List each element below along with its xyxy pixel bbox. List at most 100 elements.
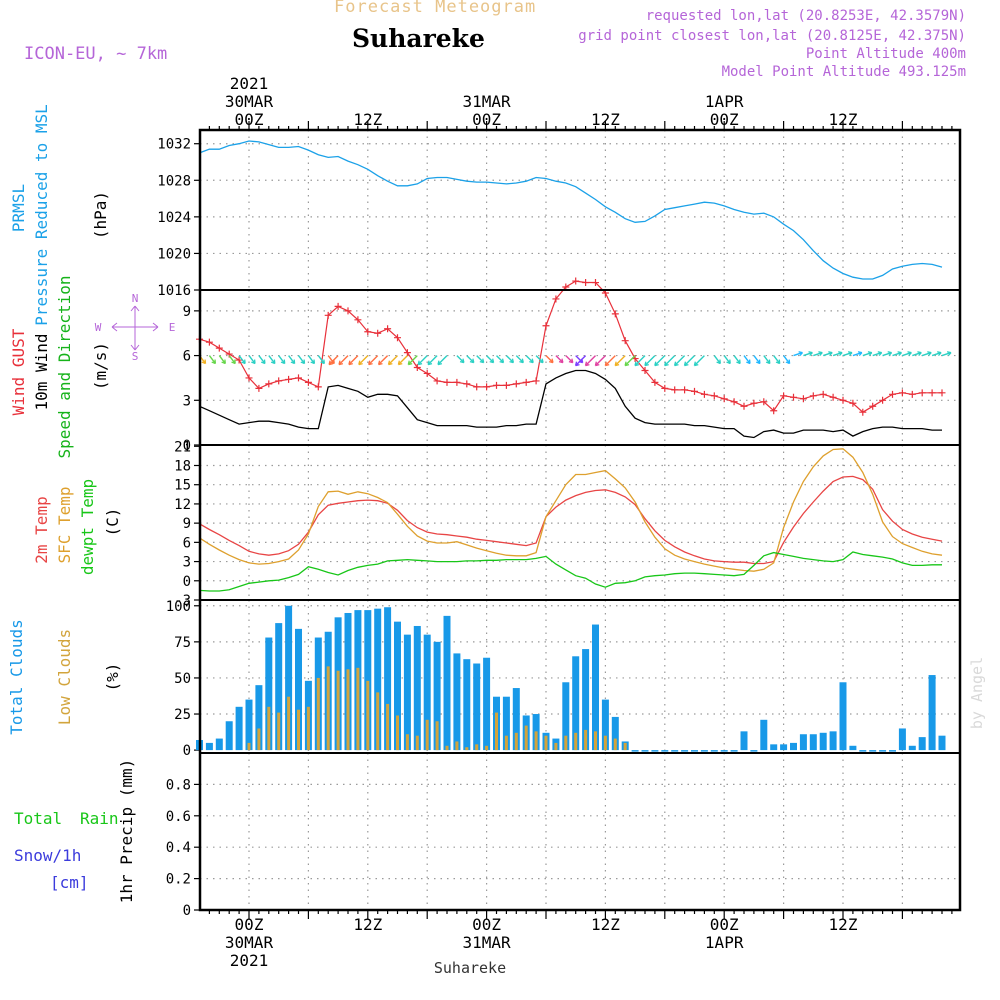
wind-direction-arrow	[387, 355, 398, 366]
wind-direction-arrow	[208, 355, 217, 365]
y-tick-label: 15	[174, 478, 191, 494]
low-cloud-bar	[386, 703, 390, 751]
low-cloud-bar	[346, 669, 350, 751]
wind-arrow-shaft	[407, 355, 418, 366]
low-cloud-bar	[306, 706, 310, 751]
low-cloud-bar	[455, 741, 459, 751]
y-tick-label: 6	[183, 349, 191, 365]
low-cloud-bar	[415, 735, 419, 751]
wind-arrow-head	[251, 359, 256, 365]
low-cloud-bar	[544, 735, 548, 751]
wind-direction-arrow	[328, 355, 339, 366]
wind-arrow-head	[519, 358, 524, 364]
time-label-top: 1APR	[705, 92, 744, 111]
wind-gust-point	[809, 392, 817, 400]
total-cloud-bar	[908, 745, 916, 751]
wind-arrow-shaft	[693, 355, 705, 367]
wind-direction-arrow	[644, 355, 656, 367]
wind-arrow-shaft	[338, 355, 349, 366]
wind-arrow-head	[716, 359, 721, 365]
wind-direction-arrow	[862, 351, 873, 357]
wind-gust-point	[295, 374, 302, 382]
wind-direction-arrow	[456, 355, 465, 364]
total-cloud-bar	[512, 688, 520, 751]
wind-direction-arrow	[931, 351, 942, 357]
wind-arrow-head	[604, 361, 610, 367]
total-cloud-bar	[918, 737, 926, 751]
wind-arrow-shaft	[713, 355, 721, 364]
wind-arrow-shaft	[832, 351, 843, 357]
wind-arrow-shaft	[565, 355, 574, 364]
time-label-bottom: 2021	[230, 951, 269, 970]
time-label-top: 00Z	[472, 110, 501, 129]
wind-direction-arrow	[248, 355, 256, 365]
wind-arrow-head	[211, 359, 217, 365]
wind-gust-label: Wind GUST	[9, 328, 28, 415]
wind-arrow-shaft	[397, 355, 408, 366]
wind-arrow-head	[397, 360, 403, 366]
wind-gust-point	[819, 390, 827, 398]
low-cloud-bar	[445, 745, 449, 751]
wind-gust-point	[265, 380, 273, 388]
wind-gust-point	[304, 378, 312, 386]
y-tick-label: 3	[183, 555, 191, 571]
wind-gust-point	[740, 402, 748, 410]
y-tick-label: 0.2	[166, 872, 191, 888]
wind-arrow-shaft	[368, 355, 379, 366]
y-tick-label: 0	[183, 903, 191, 919]
wind-arrow-head	[469, 358, 475, 364]
wind-direction-arrow	[377, 355, 389, 366]
wind-gust-point	[582, 279, 590, 287]
time-label-top: 30MAR	[225, 92, 274, 111]
y-tick-label: 50	[174, 671, 191, 687]
low-cloud-bar	[534, 731, 538, 751]
time-label-bottom: 00Z	[710, 915, 739, 934]
wind-arrow-shaft	[733, 355, 741, 364]
wind-arrow-shaft	[783, 355, 791, 364]
wind-arrow-shaft	[456, 355, 465, 364]
total-cloud-bar	[898, 728, 906, 751]
wind-direction-arrow	[238, 355, 246, 365]
wind-gust-point	[700, 390, 708, 398]
wind-arrow-shaft	[753, 355, 761, 364]
wind-arrow-head	[877, 351, 883, 357]
wind-gust-point	[542, 322, 550, 330]
wind-gust-point	[889, 390, 896, 398]
wind-direction-arrow	[437, 355, 448, 366]
wind-arrow-shaft	[378, 355, 389, 366]
wind-direction-arrow	[338, 355, 349, 366]
wind-arrow-head	[558, 358, 564, 364]
y-tick-label: 1016	[157, 283, 191, 299]
low-cloud-bar	[613, 738, 617, 751]
low-cloud-bar	[287, 696, 291, 751]
wind-arrow-shaft	[496, 355, 504, 364]
wind-arrow-head	[683, 361, 689, 367]
wind-gust-point	[463, 380, 471, 388]
wind-arrow-shaft	[437, 355, 448, 366]
wind-gust-point	[661, 384, 669, 392]
total-cloud-bar	[780, 744, 788, 751]
total-cloud-bar	[691, 750, 698, 752]
wind-gust-point	[898, 389, 906, 397]
temp-2m-label: 2m Temp	[32, 496, 51, 563]
total-clouds-label: Total Clouds	[7, 619, 26, 735]
wind-arrow-head	[427, 360, 433, 366]
wind-arrow-shaft	[872, 351, 882, 357]
wind-arrow-head	[201, 359, 207, 365]
total-cloud-bar	[384, 607, 392, 751]
watermark: by Angel	[968, 657, 986, 729]
wind-gust-point	[849, 399, 857, 407]
wind-gust-point	[285, 375, 293, 383]
time-label-top: 00Z	[235, 110, 264, 129]
wind-arrow-head	[818, 351, 823, 357]
wind-gust-point	[344, 307, 352, 315]
point-altitude: Point Altitude 400m	[805, 46, 966, 62]
wind-arrow-head	[280, 359, 286, 365]
wind-arrow-shaft	[525, 355, 534, 364]
wind-gust-point	[235, 356, 243, 364]
wind-direction-arrow	[723, 355, 731, 365]
low-cloud-bar	[425, 719, 429, 751]
wind-direction-arrow	[427, 355, 438, 366]
wind-arrow-shaft	[921, 351, 932, 357]
total-cloud-bar	[681, 750, 689, 752]
